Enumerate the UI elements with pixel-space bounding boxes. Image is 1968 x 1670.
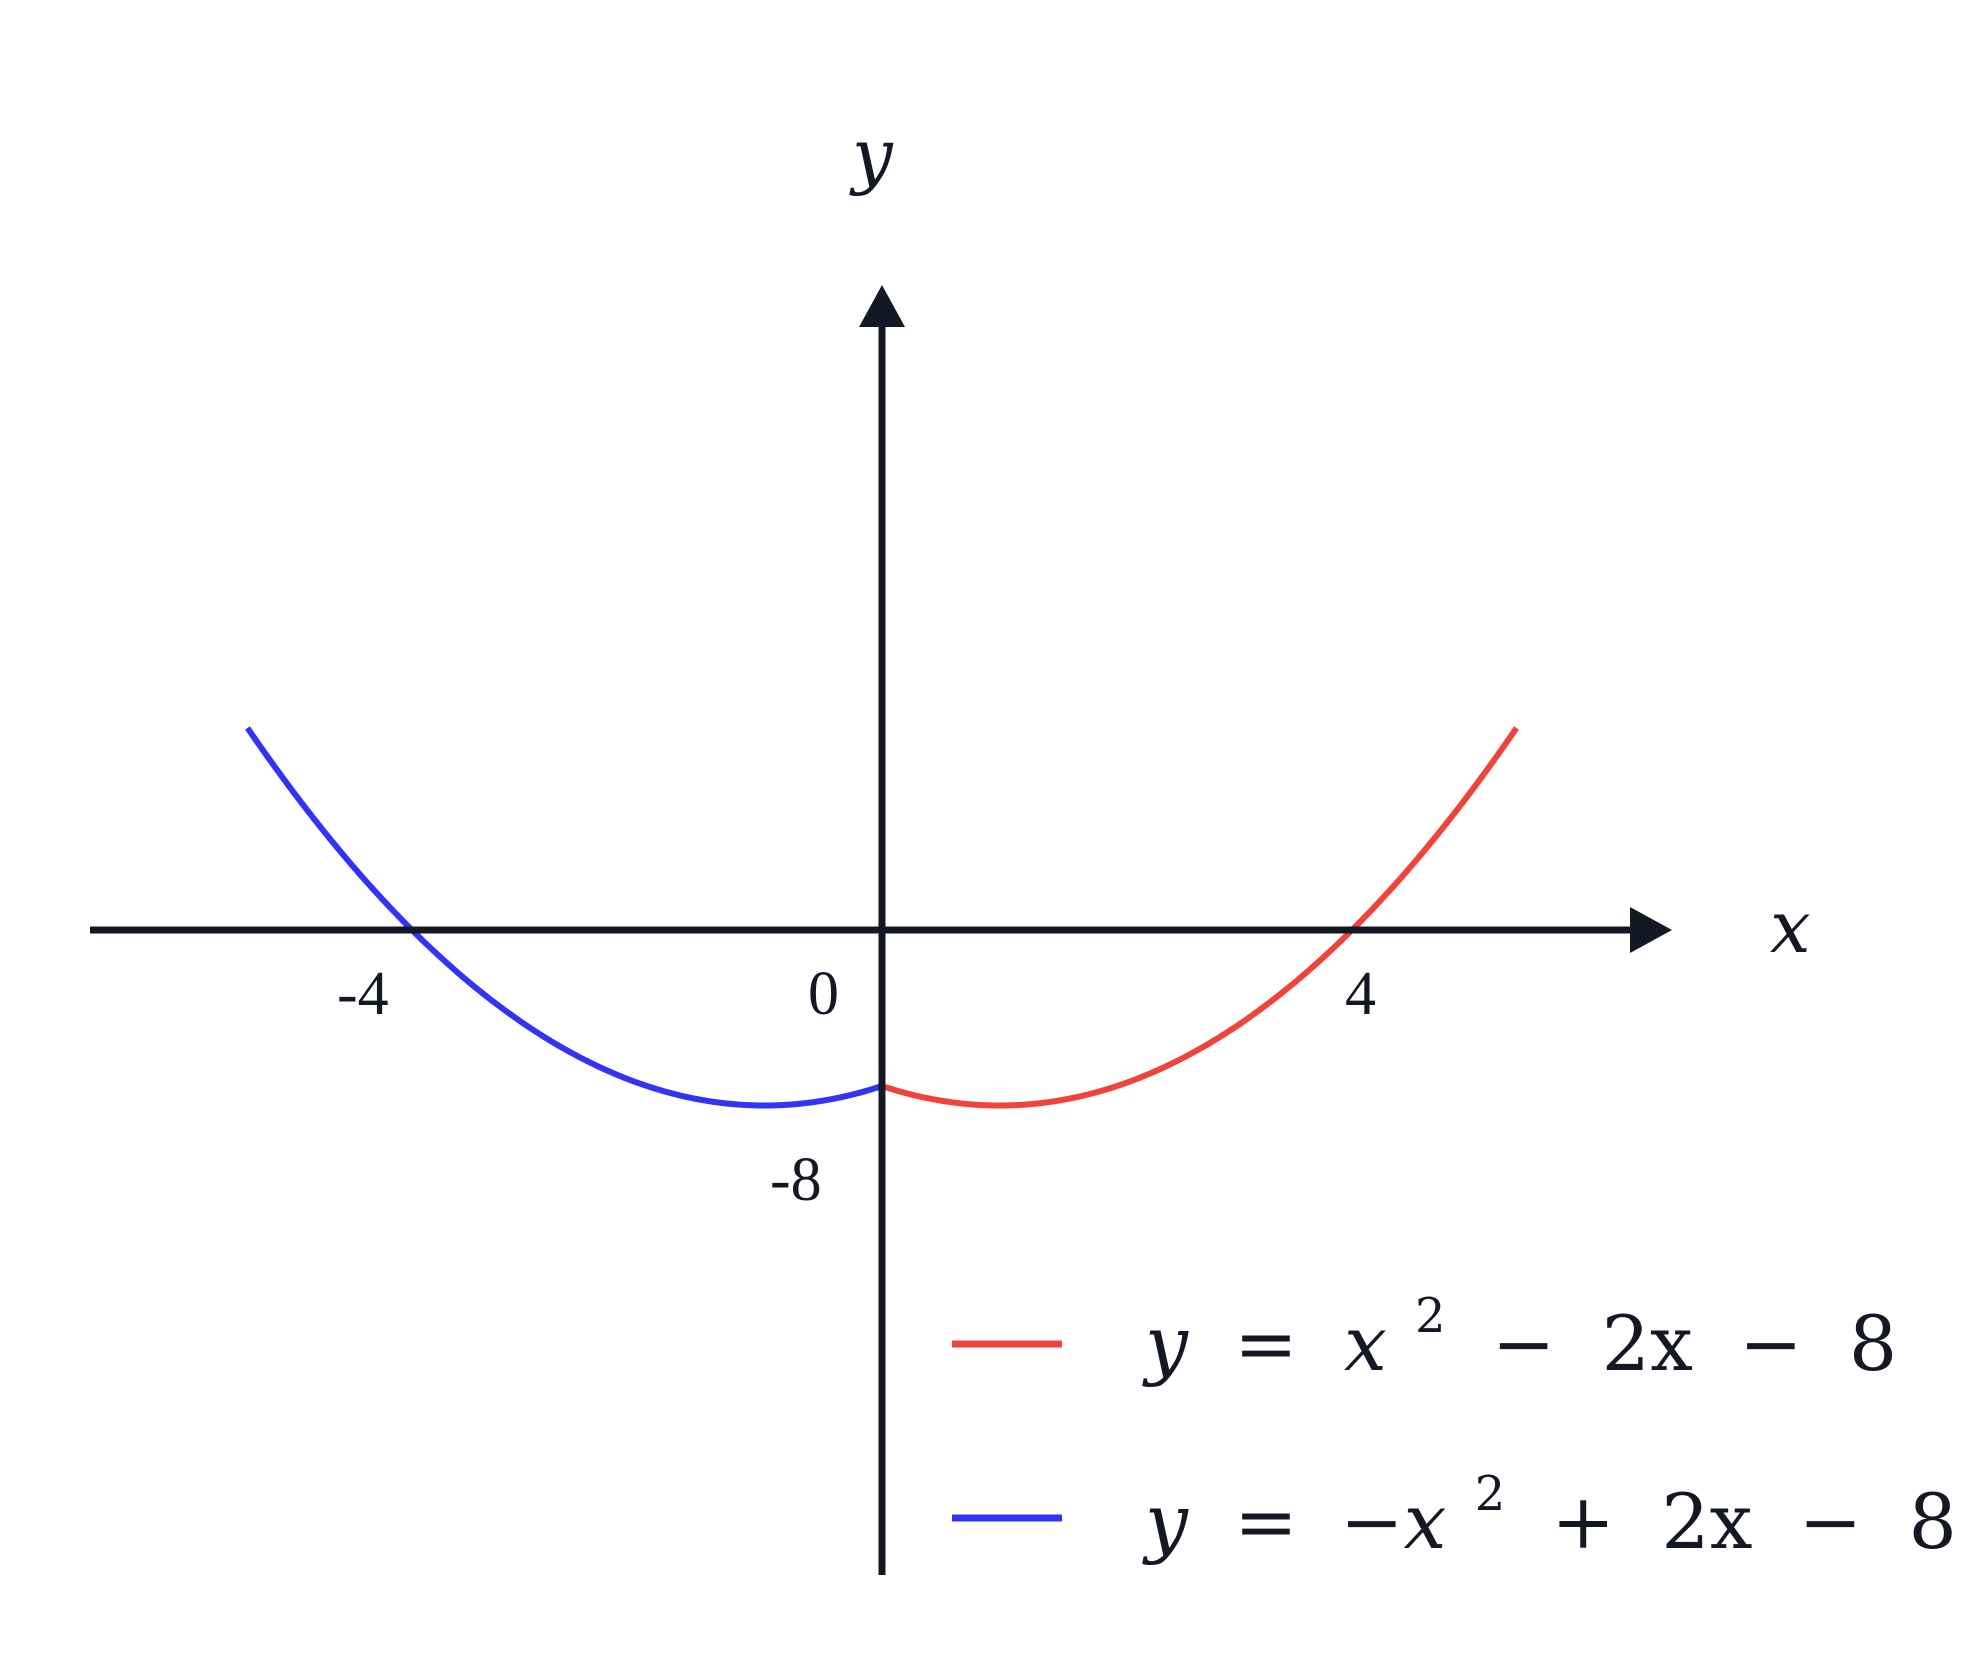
y-tick-label-neg8: -8 [770, 1146, 822, 1214]
series-line-red [881, 726, 1519, 1109]
x-axis-label: x [1770, 885, 1811, 969]
x-tick-label-4: 4 [1345, 960, 1376, 1028]
x-tick-label-0: 0 [808, 960, 839, 1028]
legend: y = x 2 − 2x − 8 y = −x 2 + 2x − 8 [952, 1261, 1957, 1566]
legend-label-red: y = x 2 − 2x − 8 [1142, 1261, 1897, 1388]
series-line-blue [245, 726, 883, 1109]
x-tick-label-neg4: -4 [337, 960, 389, 1028]
y-axis-label: y [849, 113, 894, 197]
x-axis-arrow [1630, 907, 1672, 953]
legend-label-blue: y = −x 2 + 2x − 8 [1142, 1439, 1957, 1566]
y-axis-arrow [859, 285, 905, 327]
